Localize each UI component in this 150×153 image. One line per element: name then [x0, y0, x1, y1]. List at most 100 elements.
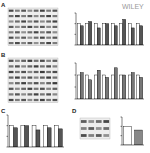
blot-band [46, 31, 51, 33]
bar [128, 75, 131, 99]
blot-band [46, 82, 51, 84]
blot-band [28, 37, 33, 39]
blot-band [40, 65, 45, 67]
bar [131, 73, 134, 99]
blot-band [15, 76, 20, 78]
western-blot [8, 8, 58, 46]
blot-band [40, 15, 45, 17]
blot-band [28, 20, 33, 22]
panel-label: C [1, 108, 6, 114]
blot-band [34, 26, 39, 28]
blot-band [53, 93, 58, 95]
plot-area [77, 19, 142, 45]
panel-label: D [72, 108, 77, 114]
blot-band [81, 134, 87, 137]
blot-band [28, 93, 33, 95]
y-tick [121, 117, 123, 118]
blot-band [53, 88, 58, 90]
blot-band [53, 71, 58, 73]
blot-band [34, 42, 39, 44]
bar [114, 26, 117, 45]
blot-band [53, 42, 58, 44]
blot-band [21, 99, 26, 101]
bar [32, 126, 36, 147]
bar [137, 24, 140, 45]
blot-band [40, 20, 45, 22]
blot-band [53, 65, 58, 67]
blot-band [34, 60, 39, 62]
bar [47, 128, 51, 147]
blot-band [15, 10, 20, 12]
blot-band [53, 82, 58, 84]
x-axis [122, 145, 144, 146]
bar [97, 70, 100, 99]
plot-area [10, 126, 63, 147]
bar [10, 126, 14, 147]
blot-band [28, 88, 33, 90]
blot-band [46, 15, 51, 17]
blot-band [53, 26, 58, 28]
blot-band [40, 93, 45, 95]
figure: ABCDWILEY [0, 0, 150, 153]
bar [114, 68, 117, 99]
bar [77, 75, 80, 99]
blot-band [9, 15, 14, 17]
bar [131, 28, 134, 45]
blot-band [15, 88, 20, 90]
y-tick [7, 125, 9, 126]
blot-band [46, 37, 51, 39]
bar [86, 75, 89, 99]
blot-band [81, 127, 87, 130]
bar [120, 24, 123, 45]
blot-band [9, 76, 14, 78]
bar [111, 75, 114, 99]
blot-band [46, 26, 51, 28]
bar [43, 126, 47, 147]
blot-band [28, 15, 33, 17]
blot-band [53, 37, 58, 39]
bar [140, 77, 143, 99]
bar [21, 126, 25, 147]
blot-band [53, 10, 58, 12]
y-axis [76, 13, 77, 45]
x-axis [76, 99, 144, 100]
blot-band [28, 65, 33, 67]
blot-band [9, 20, 14, 22]
blot-band [40, 99, 45, 101]
y-tick [7, 115, 9, 116]
blot-band [15, 65, 20, 67]
blot-band [15, 42, 20, 44]
bar [58, 129, 62, 147]
bar [54, 126, 58, 147]
blot-band [21, 20, 26, 22]
blot-band [28, 99, 33, 101]
blot-band [21, 82, 26, 84]
bar [86, 24, 89, 45]
blot-band [21, 93, 26, 95]
bar [106, 77, 109, 99]
bar [124, 126, 132, 145]
blot-band [9, 37, 14, 39]
blot-band [28, 60, 33, 62]
blot-band [21, 42, 26, 44]
bar [80, 26, 83, 45]
blot-band [46, 71, 51, 73]
blot-band [40, 71, 45, 73]
blot-band [46, 10, 51, 12]
panel-label: A [1, 2, 6, 8]
blot-band [34, 76, 39, 78]
chart [121, 117, 145, 145]
blot-band [9, 10, 14, 12]
blot-band [40, 88, 45, 90]
bar [94, 75, 97, 99]
bar [123, 19, 126, 45]
bar [135, 130, 143, 145]
blot-band [46, 60, 51, 62]
bar [123, 75, 126, 99]
bar [120, 75, 123, 99]
blot-band [9, 71, 14, 73]
bar [94, 24, 97, 45]
blot-band [46, 20, 51, 22]
y-tick [121, 126, 123, 127]
blot-band [96, 134, 102, 137]
